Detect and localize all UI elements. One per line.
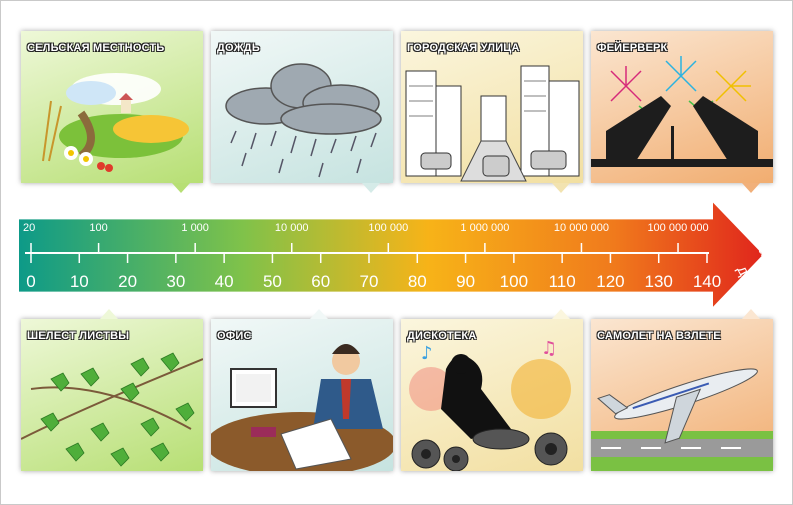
card-fireworks: ФЕЙЕРВЕРК [591, 31, 773, 183]
db-tick-label: 130 [645, 272, 673, 291]
card-pointer-up [552, 309, 570, 319]
card-title: ФЕЙЕРВЕРК [597, 42, 668, 54]
svg-text:♫: ♫ [541, 338, 557, 359]
fireworks-illustration [591, 56, 773, 167]
card-pointer-down [552, 183, 570, 193]
card-title: ШЕЛЕСТ ЛИСТВЫ [27, 330, 130, 342]
decibel-scale-svg: 20 100 1 000 10 000 100 000 1 000 000 10 000 0… [19, 202, 774, 307]
countryside-illustration [42, 73, 189, 172]
card-pointer-up [310, 309, 328, 319]
card-title: ГОРОДСКАЯ УЛИЦА [407, 42, 520, 54]
db-tick-label: 30 [166, 272, 185, 291]
card-airplane: САМОЛЕТ НА ВЗЛЕТЕ [591, 319, 773, 471]
svg-text:♪: ♪ [421, 343, 433, 364]
disco-illustration: ♪ ♫ [409, 338, 571, 471]
card-rain: ДОЖДЬ [211, 31, 393, 183]
db-tick-label: 20 [118, 272, 137, 291]
card-countryside: СЕЛЬСКАЯ МЕСТНОСТЬ [21, 31, 203, 183]
card-leaves: ШЕЛЕСТ ЛИСТВЫ [21, 319, 203, 471]
decibel-unit-label: дБ [733, 263, 757, 288]
card-disco: ♪ ♫ ДИСКОТЕКА [401, 319, 583, 471]
card-pointer-down [742, 183, 760, 193]
pressure-tick-label: 100 000 000 [647, 222, 708, 234]
card-city-street: ГОРОДСКАЯ УЛИЦА [401, 31, 583, 183]
card-title: ДИСКОТЕКА [407, 330, 477, 342]
card-office: ОФИС [211, 319, 393, 471]
city-street-illustration [405, 65, 580, 182]
db-tick-label: 90 [456, 272, 475, 291]
rain-cloud-illustration [225, 63, 382, 178]
db-tick-label: 80 [408, 272, 427, 291]
card-pointer-up [100, 309, 118, 319]
db-tick-label: 60 [311, 272, 330, 291]
db-tick-label: 110 [549, 272, 576, 291]
decibel-scale-bar: 20 100 1 000 10 000 100 000 1 000 000 10 000 0… [19, 202, 774, 307]
card-pointer-up [742, 309, 760, 319]
pressure-tick-label: 20 [23, 222, 35, 234]
db-tick-label: 0 [26, 272, 35, 291]
pressure-tick-label: 1 000 000 [460, 222, 509, 234]
card-title: ДОЖДЬ [217, 42, 260, 54]
db-tick-label: 70 [360, 272, 379, 291]
db-tick-label: 50 [263, 272, 282, 291]
db-tick-label: 10 [70, 272, 89, 291]
card-title: ОФИС [217, 330, 252, 342]
pressure-tick-label: 10 000 [275, 222, 309, 234]
card-title: САМОЛЕТ НА ВЗЛЕТЕ [597, 330, 721, 342]
airplane-illustration [591, 368, 773, 471]
pressure-tick-label: 100 000 [368, 222, 408, 234]
db-tick-label: 40 [215, 272, 234, 291]
leaves-illustration [21, 352, 203, 467]
pressure-tick-label: 1 000 [181, 222, 209, 234]
db-tick-label: 140 [693, 272, 721, 291]
card-title: СЕЛЬСКАЯ МЕСТНОСТЬ [27, 42, 165, 54]
office-illustration [211, 344, 393, 471]
scale-arrow-shape [19, 202, 763, 307]
db-tick-label: 100 [500, 272, 528, 291]
card-pointer-down [172, 183, 190, 193]
pressure-tick-label: 100 [89, 222, 107, 234]
db-tick-label: 120 [596, 272, 624, 291]
pressure-tick-label: 10 000 000 [554, 222, 609, 234]
card-pointer-down [362, 183, 380, 193]
